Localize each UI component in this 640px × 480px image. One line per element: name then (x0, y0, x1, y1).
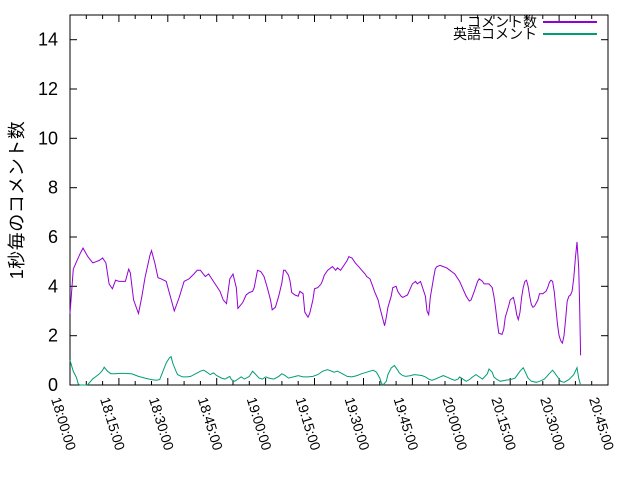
y-tick-label: 6 (48, 227, 58, 247)
legend: コメント数 英語コメント (453, 14, 597, 42)
x-tick-label: 18:15:00 (97, 395, 128, 452)
x-tick-label: 18:00:00 (48, 395, 79, 452)
x-tick-label: 18:30:00 (146, 395, 177, 452)
legend-entry-comments: コメント数 (453, 14, 597, 30)
y-tick-label: 8 (48, 178, 58, 198)
x-tick-label: 18:45:00 (195, 395, 226, 452)
y-tick-label: 10 (38, 128, 58, 148)
series-line-1 (69, 355, 582, 386)
y-tick-label: 2 (48, 326, 58, 346)
x-tick-label: 20:00:00 (439, 395, 470, 452)
series-line-0 (69, 241, 582, 356)
legend-line-sample-english-comments (543, 33, 597, 35)
legend-label-english-comments: 英語コメント (453, 26, 537, 42)
x-tick-label: 20:45:00 (586, 395, 617, 452)
y-axis-title: 1秒毎のコメント数 (7, 120, 27, 280)
x-tick-label: 19:15:00 (293, 395, 324, 452)
y-tick-label: 0 (48, 375, 58, 395)
x-tick-label: 20:15:00 (488, 395, 519, 452)
legend-label-comments: コメント数 (467, 14, 537, 30)
plot-border (69, 14, 609, 386)
x-tick-label: 20:30:00 (537, 395, 568, 452)
y-tick-label: 4 (48, 276, 58, 296)
y-tick-label: 12 (38, 79, 58, 99)
x-tick-label: 19:00:00 (244, 395, 275, 452)
legend-entry-english-comments: 英語コメント (453, 26, 597, 42)
y-tick-label: 14 (38, 30, 58, 50)
legend-line-sample-comments (543, 21, 597, 23)
x-tick-label: 19:30:00 (342, 395, 373, 452)
x-tick-label: 19:45:00 (391, 395, 422, 452)
